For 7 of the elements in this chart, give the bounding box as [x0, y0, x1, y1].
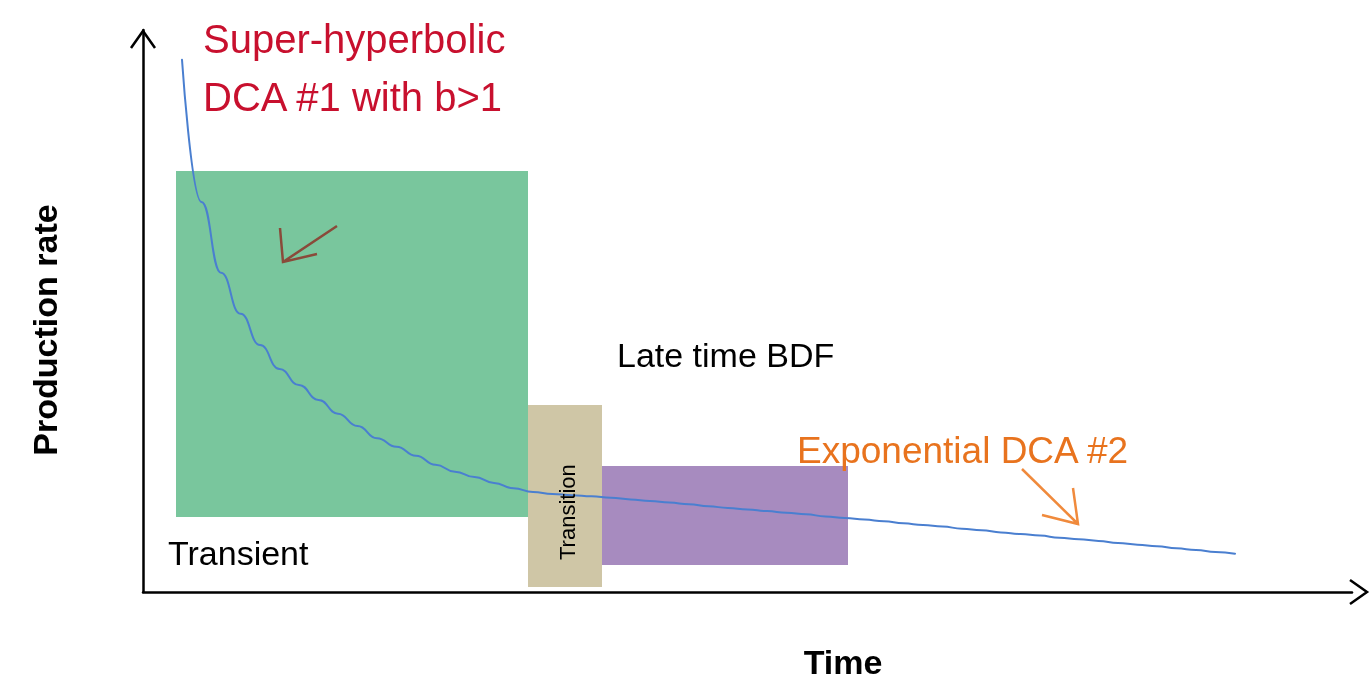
annotation: Late time BDF	[617, 335, 835, 374]
x-axis-title: Time	[803, 643, 883, 681]
y-axis-title: Production rate	[26, 204, 64, 456]
annotation: Super-hyperbolic DCA #1 with b>1	[203, 17, 517, 119]
annotation: Transient	[168, 533, 310, 572]
annotation: Transition	[555, 464, 581, 560]
annotation: Exponential DCA #2	[797, 430, 1129, 472]
